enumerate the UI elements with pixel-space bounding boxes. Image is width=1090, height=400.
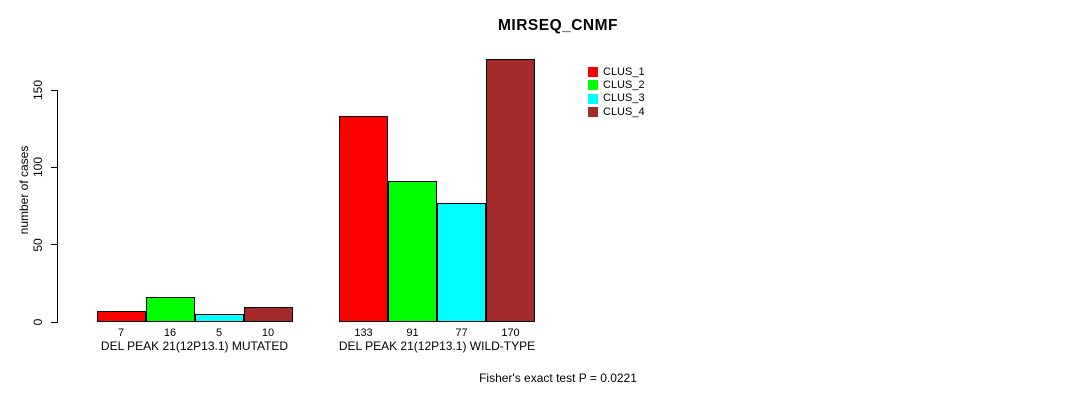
- y-tick-label: 50: [31, 237, 45, 252]
- legend-swatch-icon: [588, 107, 598, 118]
- y-tick-label: 100: [31, 157, 45, 178]
- footer-annotation: Fisher's exact test P = 0.0221: [479, 371, 637, 385]
- chart-title: MIRSEQ_CNMF: [497, 17, 619, 34]
- bar-clus_2-group1: [145, 297, 195, 322]
- bar-clus_1-group1: [96, 311, 146, 322]
- bar-clus_4-group1: [243, 306, 293, 322]
- y-tick-mark: [51, 244, 58, 246]
- y-tick-label: 150: [31, 79, 45, 101]
- bar-value-label: 133: [354, 327, 373, 339]
- bar-value-label: 170: [501, 327, 520, 339]
- legend-label: CLUS_2: [603, 78, 645, 91]
- y-tick-mark: [51, 321, 58, 323]
- y-axis-line: [57, 90, 58, 323]
- legend-label: CLUS_1: [603, 65, 645, 78]
- y-tick-mark: [51, 166, 58, 168]
- y-tick-mark: [51, 89, 58, 91]
- y-axis-label: number of cases: [17, 145, 31, 235]
- bar-value-label: 7: [117, 327, 125, 339]
- bar-value-label: 10: [261, 327, 275, 339]
- bar-value-label: 77: [455, 327, 468, 339]
- legend-swatch-icon: [588, 67, 598, 77]
- legend-label: CLUS_3: [603, 92, 645, 105]
- bar-clus_3-group2: [437, 202, 486, 322]
- bar-clus_2-group2: [388, 181, 437, 322]
- bar-clus_4-group2: [486, 59, 535, 322]
- legend-item: CLUS_2: [588, 78, 645, 91]
- bar-clus_1-group2: [339, 116, 388, 322]
- legend-item: CLUS_3: [588, 93, 645, 104]
- bar-value-label: 16: [163, 327, 177, 339]
- x-category-label: DEL PEAK 21(12P13.1) MUTATED: [100, 339, 289, 353]
- bar-value-label: 5: [215, 327, 223, 339]
- x-category-label: DEL PEAK 21(12P13.1) WILD-TYPE: [338, 339, 536, 353]
- legend-swatch-icon: [588, 93, 598, 104]
- bar-value-label: 91: [406, 327, 419, 339]
- legend-item: CLUS_1: [588, 65, 645, 78]
- legend-item: CLUS_4: [588, 105, 645, 118]
- legend-label: CLUS_4: [603, 105, 645, 118]
- y-tick-label: 0: [31, 318, 45, 326]
- bar-clus_3-group1: [194, 314, 244, 322]
- legend-swatch-icon: [588, 80, 598, 91]
